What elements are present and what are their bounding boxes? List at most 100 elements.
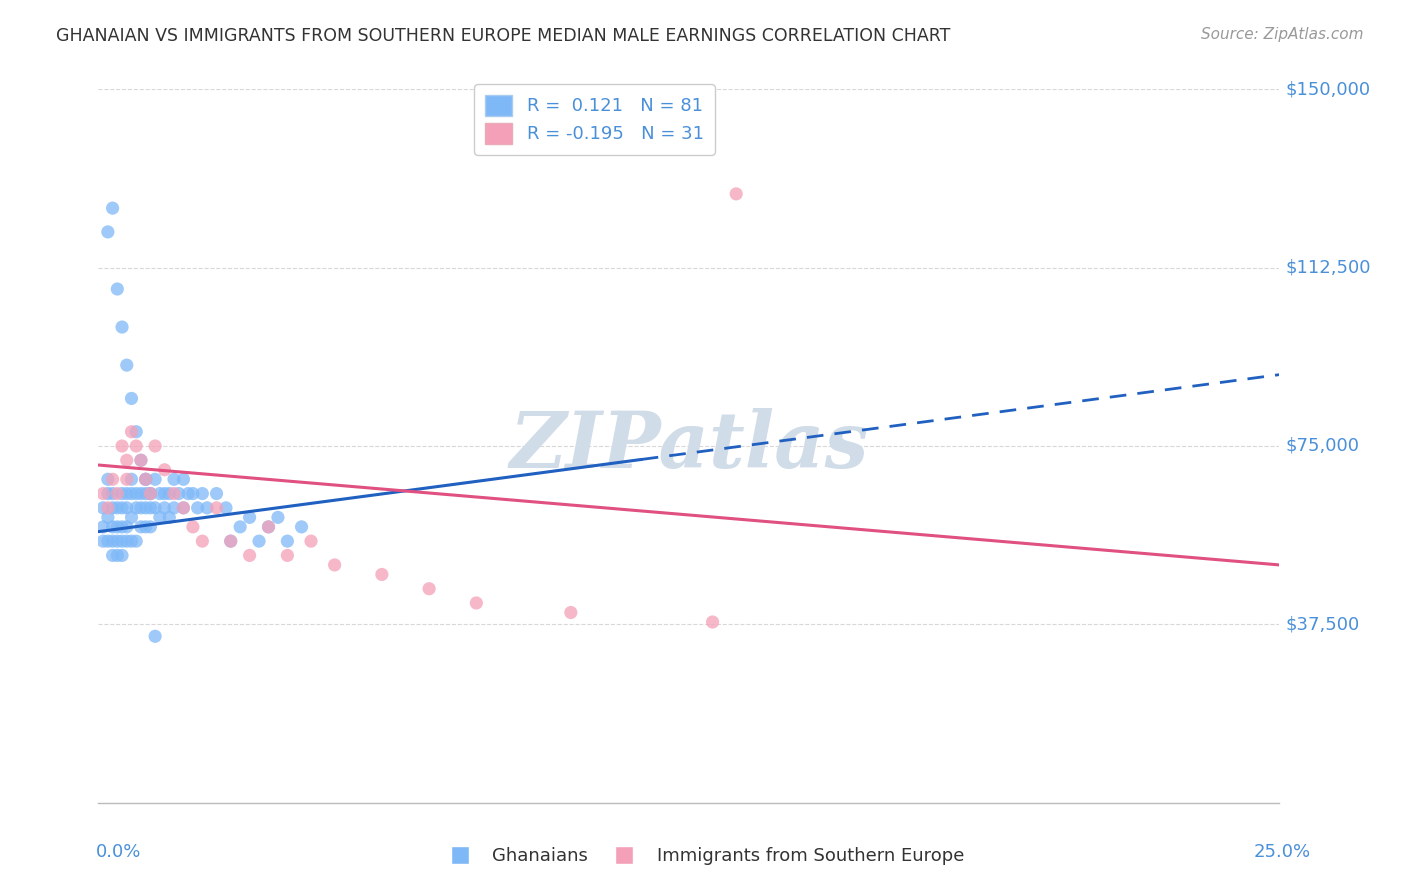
Text: ZIPatlas: ZIPatlas <box>509 408 869 484</box>
Point <box>129 500 152 515</box>
Point <box>115 486 138 500</box>
Point <box>153 486 176 500</box>
Point <box>157 510 180 524</box>
Point <box>290 520 312 534</box>
Point <box>143 439 166 453</box>
Point <box>111 520 134 534</box>
Point <box>181 486 204 500</box>
Point <box>101 520 124 534</box>
Point <box>143 472 166 486</box>
Point <box>121 486 143 500</box>
Point <box>205 486 228 500</box>
Point <box>129 453 152 467</box>
Point <box>91 486 114 500</box>
Point <box>101 486 124 500</box>
Point <box>135 472 157 486</box>
Point <box>129 486 152 500</box>
Text: $75,000: $75,000 <box>1285 437 1360 455</box>
Point <box>115 534 138 549</box>
Point <box>101 549 124 563</box>
Point <box>139 520 162 534</box>
Point <box>111 439 134 453</box>
Point <box>153 463 176 477</box>
Point <box>177 486 200 500</box>
Point <box>105 500 128 515</box>
Point <box>129 520 152 534</box>
Point <box>101 500 124 515</box>
Point <box>465 596 488 610</box>
Point <box>121 510 143 524</box>
Point <box>172 500 194 515</box>
Text: 0.0%: 0.0% <box>96 843 141 861</box>
Point <box>229 520 252 534</box>
Point <box>139 486 162 500</box>
Point <box>163 472 186 486</box>
Point <box>371 567 394 582</box>
Point <box>111 320 134 334</box>
Point <box>105 282 128 296</box>
Point <box>125 439 148 453</box>
Legend: Ghanaians, Immigrants from Southern Europe: Ghanaians, Immigrants from Southern Euro… <box>434 840 972 872</box>
Point <box>143 629 166 643</box>
Point <box>101 534 124 549</box>
Point <box>219 534 242 549</box>
Point <box>101 472 124 486</box>
Point <box>121 392 143 406</box>
Point <box>97 472 120 486</box>
Point <box>191 534 214 549</box>
Point <box>105 520 128 534</box>
Point <box>560 606 582 620</box>
Point <box>121 472 143 486</box>
Point <box>702 615 724 629</box>
Point <box>91 520 114 534</box>
Point <box>143 500 166 515</box>
Point <box>125 534 148 549</box>
Point <box>105 486 128 500</box>
Point <box>205 500 228 515</box>
Point <box>97 510 120 524</box>
Point <box>111 500 134 515</box>
Point <box>172 500 194 515</box>
Point <box>139 500 162 515</box>
Point <box>247 534 270 549</box>
Point <box>239 510 262 524</box>
Point <box>115 500 138 515</box>
Point <box>257 520 280 534</box>
Point <box>195 500 218 515</box>
Point <box>135 472 157 486</box>
Text: GHANAIAN VS IMMIGRANTS FROM SOUTHERN EUROPE MEDIAN MALE EARNINGS CORRELATION CHA: GHANAIAN VS IMMIGRANTS FROM SOUTHERN EUR… <box>56 27 950 45</box>
Point <box>215 500 238 515</box>
Point <box>97 534 120 549</box>
Point <box>115 453 138 467</box>
Point <box>153 500 176 515</box>
Text: 25.0%: 25.0% <box>1253 843 1310 861</box>
Point <box>105 549 128 563</box>
Point <box>125 425 148 439</box>
Point <box>163 500 186 515</box>
Legend: R =  0.121   N = 81, R = -0.195   N = 31: R = 0.121 N = 81, R = -0.195 N = 31 <box>474 84 714 154</box>
Point <box>139 486 162 500</box>
Text: Source: ZipAtlas.com: Source: ZipAtlas.com <box>1201 27 1364 42</box>
Point <box>125 486 148 500</box>
Point <box>121 425 143 439</box>
Point <box>149 510 172 524</box>
Point <box>115 358 138 372</box>
Point <box>725 186 748 201</box>
Point <box>323 558 346 572</box>
Point <box>187 500 209 515</box>
Point <box>299 534 322 549</box>
Point <box>111 486 134 500</box>
Point <box>97 500 120 515</box>
Point <box>121 534 143 549</box>
Point <box>135 486 157 500</box>
Point <box>157 486 180 500</box>
Point <box>97 486 120 500</box>
Point <box>135 500 157 515</box>
Text: $112,500: $112,500 <box>1285 259 1371 277</box>
Text: $37,500: $37,500 <box>1285 615 1360 633</box>
Point <box>111 549 134 563</box>
Point <box>163 486 186 500</box>
Point <box>97 225 120 239</box>
Point <box>149 486 172 500</box>
Point <box>191 486 214 500</box>
